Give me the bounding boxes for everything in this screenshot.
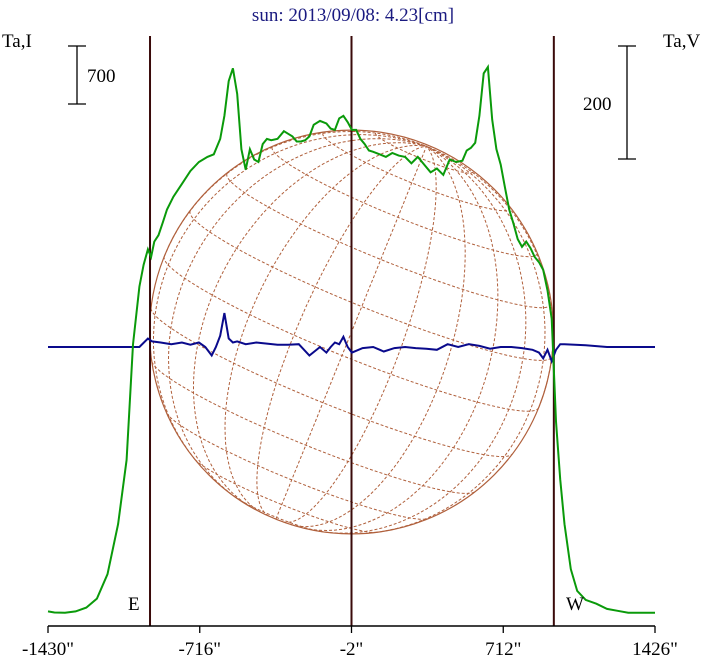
y-right-label: Ta,V: [663, 31, 700, 52]
longitude-line: [304, 145, 499, 532]
latitude-line: [150, 308, 513, 458]
longitude-line: [153, 134, 427, 468]
longitude-line: [275, 146, 427, 520]
latitude-line: [226, 173, 552, 309]
x-tick-label: 1426": [632, 639, 678, 660]
limb-markers: [149, 36, 555, 626]
series-v-line: [48, 312, 655, 364]
y-left-label: Ta,I: [2, 31, 32, 52]
longitude-line: [224, 144, 427, 514]
x-tick-label: -2": [340, 639, 364, 660]
latitude-line: [151, 361, 475, 494]
x-axis: -1430" -716" -2" 712" 1426": [22, 625, 678, 660]
west-label: W: [566, 594, 584, 615]
x-tick-label: -1430": [22, 639, 74, 660]
longitude-line: [283, 145, 437, 524]
longitude-line: [256, 145, 427, 517]
left-scale-value: 700: [87, 66, 116, 87]
x-tick-label: 712": [485, 639, 521, 660]
chart-title: sun: 2013/09/08: 4.23[cm]: [252, 5, 454, 26]
right-scale-value: 200: [583, 94, 612, 115]
right-scale-bar: [618, 45, 636, 160]
east-label: E: [128, 594, 140, 615]
longitude-line: [193, 142, 427, 507]
left-scale-bar: [68, 45, 86, 105]
longitude-line: [290, 145, 466, 528]
series-i-line: [47, 64, 655, 614]
x-tick-label: -716": [178, 639, 221, 660]
longitude-line: [167, 138, 427, 498]
longitude-line: [365, 145, 546, 534]
latitude-line: [194, 459, 376, 533]
